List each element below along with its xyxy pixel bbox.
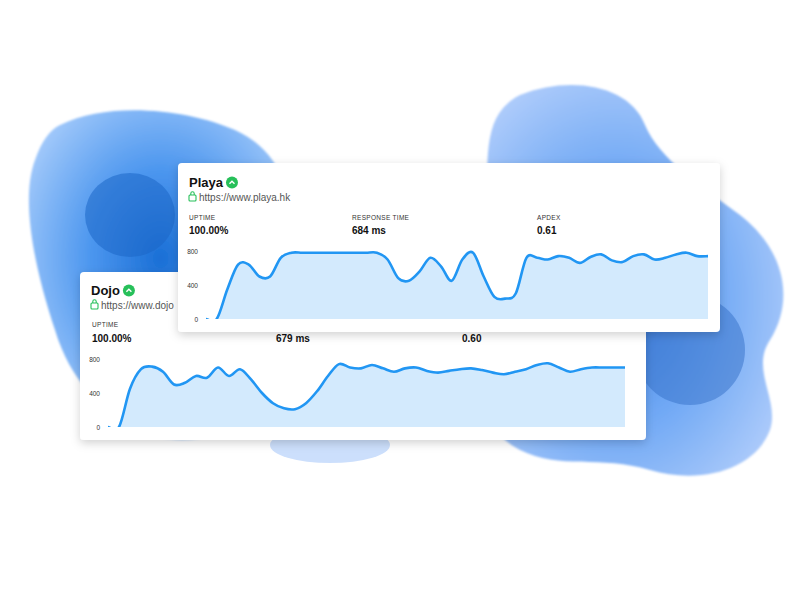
lock-icon: [91, 303, 98, 309]
card-url: https://www.dojo: [101, 300, 174, 311]
plot-area: [108, 363, 625, 427]
lock-shackle: [191, 192, 194, 195]
stat-value: 679 ms: [276, 333, 310, 344]
card-title: Dojo: [91, 283, 120, 298]
lock-shackle: [93, 300, 96, 303]
y-tick-label: 800: [187, 248, 198, 255]
plot-area: [206, 252, 708, 319]
status-icon: [123, 285, 135, 297]
status-icon: [226, 177, 238, 189]
monitor-card: Playa https://www.playa.hk UPTIME 100.00% RE…: [178, 163, 720, 332]
stat-value: 0.60: [462, 333, 482, 344]
stat-value: 100.00%: [92, 333, 132, 344]
stat-value: 684 ms: [352, 225, 386, 236]
area-fill: [206, 252, 708, 319]
card-title: Playa: [189, 175, 224, 190]
status-chevron: [229, 181, 234, 184]
canvas: Dojo https://www.dojo UPTIME 100.00% 679 ms 0…: [0, 0, 800, 600]
area-fill: [108, 363, 625, 427]
y-tick-label: 0: [96, 424, 100, 431]
lock-icon: [189, 195, 196, 201]
y-tick-label: 400: [89, 390, 100, 397]
status-chevron: [126, 289, 131, 292]
stat-value: 0.61: [537, 225, 557, 236]
stat-label: APDEX: [537, 214, 561, 221]
background-blobs: [29, 85, 783, 476]
series-line: [108, 363, 625, 427]
stat-label: UPTIME: [189, 214, 216, 221]
stat-value: 100.00%: [189, 225, 229, 236]
series-line: [206, 252, 708, 319]
card-url: https://www.playa.hk: [199, 192, 291, 203]
y-tick-label: 800: [89, 356, 100, 363]
stat-label: UPTIME: [92, 321, 119, 328]
stat-label: RESPONSE TIME: [352, 214, 410, 221]
blob: [85, 173, 175, 257]
card-background: [178, 163, 720, 332]
y-tick-label: 400: [187, 282, 198, 289]
y-tick-label: 0: [194, 316, 198, 323]
